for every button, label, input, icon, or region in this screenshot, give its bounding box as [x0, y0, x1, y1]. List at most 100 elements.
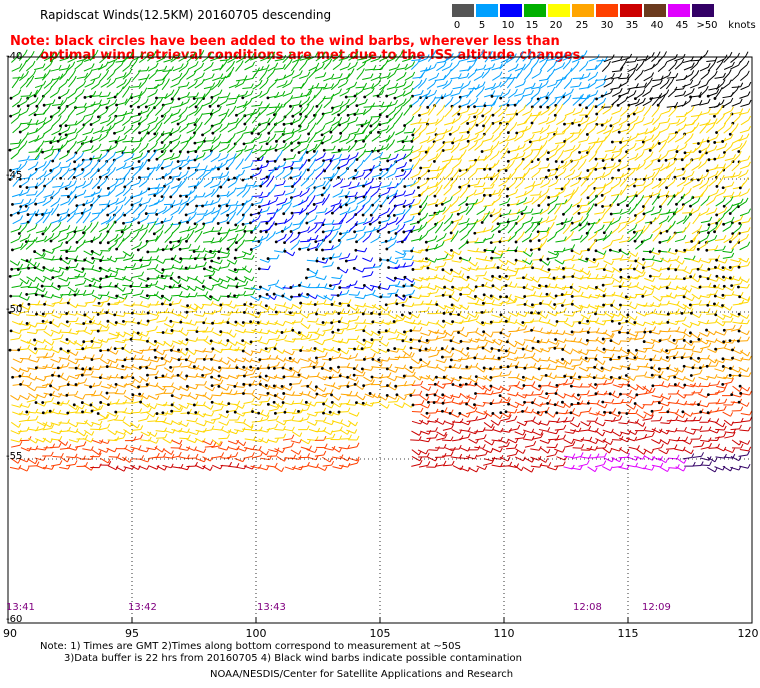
wind-barb-flag [546, 116, 550, 122]
wind-barb-flag [329, 97, 333, 102]
wind-barb-flag [220, 172, 224, 177]
contamination-circle [362, 184, 365, 188]
wind-barb-flag [355, 170, 359, 176]
wind-barb [35, 230, 45, 234]
wind-barb-flag [73, 75, 77, 81]
wind-barb-flag [730, 160, 734, 165]
wind-barb-flag [96, 159, 100, 164]
wind-barb [612, 154, 621, 161]
wind-barb-flag [580, 255, 583, 260]
wind-barb-flag [602, 103, 606, 108]
wind-barb [114, 235, 123, 242]
wind-barb [332, 182, 342, 188]
wind-barb-flag [658, 154, 662, 159]
wind-barb [531, 154, 539, 162]
wind-barb-flag [450, 90, 454, 95]
wind-barb [740, 103, 750, 108]
wind-barb [539, 191, 548, 199]
contamination-circle [321, 230, 325, 234]
wind-barb-flag [449, 177, 453, 183]
wind-barb-flag [530, 150, 534, 155]
wind-barb-flag [418, 132, 422, 137]
wind-barb [627, 182, 636, 188]
legend-swatch-6 [596, 4, 618, 17]
wind-barb-flag [226, 122, 230, 128]
wind-barb-flag [312, 94, 316, 100]
wind-barb [259, 82, 267, 90]
contamination-circle [337, 148, 341, 152]
contamination-circle [160, 220, 164, 224]
contamination-circle [99, 241, 102, 245]
wind-barb-flag [344, 212, 348, 218]
wind-barb [163, 117, 171, 125]
wind-barb [602, 92, 611, 97]
wind-barb-flag [467, 99, 471, 104]
wind-barb-flag [122, 126, 126, 131]
wind-barb-flag [123, 253, 127, 259]
wind-barb [386, 73, 395, 80]
wind-barb [514, 83, 524, 89]
wind-barb [635, 86, 645, 89]
contamination-circle [546, 257, 550, 261]
wind-barb [258, 153, 266, 160]
wind-barb [204, 169, 214, 172]
wind-barb [28, 158, 38, 161]
wind-barb-flag [338, 199, 342, 204]
contamination-circle [329, 256, 333, 260]
wind-barb-flag [555, 80, 559, 85]
contamination-circle [416, 220, 420, 224]
wind-barb [235, 79, 246, 82]
wind-barb-flag [666, 89, 670, 94]
wind-barb [618, 120, 628, 126]
wind-barb [211, 166, 221, 170]
wind-barb [194, 76, 203, 81]
wind-barb-flag [144, 204, 148, 210]
wind-barb [459, 226, 467, 233]
wind-barb [482, 259, 492, 262]
wind-barb-flag [369, 117, 373, 122]
wind-barb-flag [267, 117, 271, 123]
contamination-circle [11, 203, 14, 206]
wind-barb-flag [306, 103, 310, 109]
wind-barb-flag [731, 216, 735, 222]
wind-barb-flag [48, 103, 52, 108]
wind-barb [282, 82, 291, 89]
wind-barb [714, 238, 724, 242]
wind-barb [572, 98, 580, 106]
wind-barb-flag [51, 190, 55, 195]
wind-barb [395, 256, 405, 260]
wind-barb-flag [347, 154, 351, 159]
wind-barb-flag [492, 208, 496, 213]
wind-barb [307, 238, 317, 241]
wind-barb [652, 259, 662, 263]
wind-barb [236, 104, 246, 109]
wind-barb-flag [587, 83, 591, 88]
contamination-circle [346, 113, 350, 117]
wind-barb-flag [640, 69, 644, 75]
wind-barb [627, 86, 637, 90]
wind-barb [427, 176, 437, 180]
wind-barb [362, 58, 371, 64]
wind-barb [715, 83, 724, 90]
wind-barb-flag [24, 49, 28, 54]
wind-barb-flag [611, 153, 615, 159]
wind-barb-flag [409, 95, 413, 101]
contamination-circle [122, 221, 125, 225]
wind-barb [572, 111, 582, 116]
wind-barb [443, 188, 451, 196]
wind-barb-flag [529, 260, 533, 265]
wind-barb-flag [304, 59, 308, 64]
contamination-circle [8, 148, 12, 152]
wind-barb-flag [625, 195, 629, 201]
wind-barb-flag [625, 96, 629, 101]
wind-barb [356, 153, 364, 160]
wind-barb [244, 116, 252, 125]
wind-barb-flag [696, 70, 700, 75]
wind-barb-flag [219, 162, 223, 167]
wind-barb-flag [530, 216, 534, 221]
wind-barb-flag [649, 87, 653, 92]
wind-barb [396, 139, 406, 143]
wind-barb-flag [460, 82, 464, 88]
wind-barb-flag [706, 80, 709, 86]
wind-barb [706, 121, 716, 126]
